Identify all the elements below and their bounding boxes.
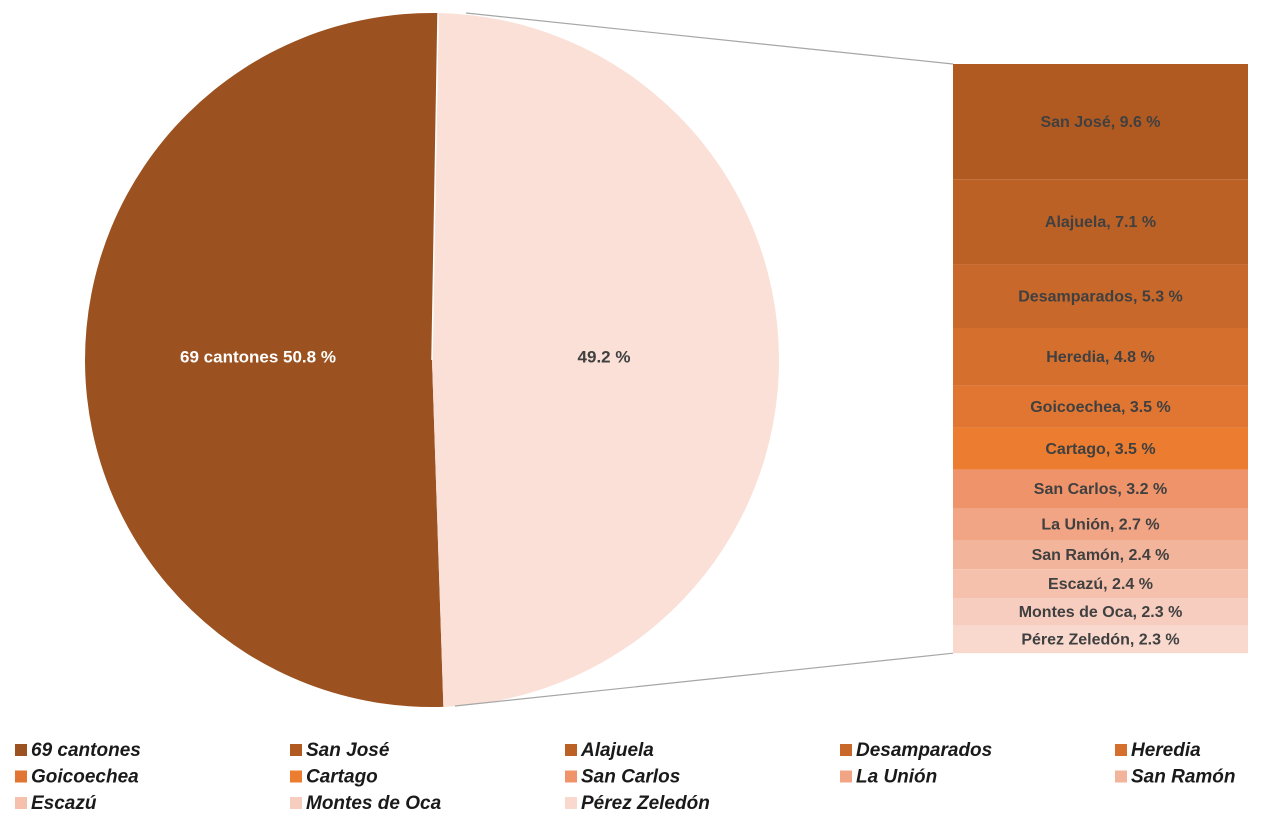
- slice-label: 49.2 %: [578, 347, 631, 366]
- bar-segment: [953, 598, 1248, 626]
- bar-label: Heredia, 4.8 %: [1046, 349, 1155, 366]
- legend-swatch: [290, 770, 302, 783]
- bar-label: San Ramón, 2.4 %: [1032, 547, 1170, 564]
- legend-label: San Ramón: [1131, 767, 1236, 788]
- legend-swatch: [15, 797, 27, 809]
- legend-swatch: [565, 744, 577, 756]
- legend-swatch: [840, 744, 852, 756]
- bar-label: San Carlos, 3.2 %: [1034, 481, 1167, 498]
- bar-segment: [953, 469, 1248, 508]
- bar-segment: [953, 264, 1248, 328]
- legend-label: Escazú: [31, 793, 97, 814]
- legend-swatch: [1115, 770, 1127, 783]
- bar-label: Goicoechea, 3.5 %: [1030, 399, 1171, 416]
- bar-segment: [953, 64, 1248, 180]
- legend-label: Desamparados: [856, 740, 992, 761]
- bar-segment: [953, 427, 1248, 470]
- legend-swatch: [290, 797, 302, 809]
- bar-segment: [953, 328, 1248, 386]
- bar-segment: [953, 569, 1248, 598]
- legend-label: Pérez Zeledón: [581, 793, 710, 814]
- pie-slice: [85, 13, 444, 708]
- legend-swatch: [565, 770, 577, 783]
- bar-label: Montes de Oca, 2.3 %: [1019, 604, 1183, 621]
- legend-swatch: [1115, 744, 1127, 756]
- bar-label: Alajuela, 7.1 %: [1045, 214, 1156, 231]
- slice-label: 69 cantones 50.8 %: [180, 347, 336, 366]
- legend-label: San Carlos: [581, 767, 680, 788]
- connector: [465, 12, 954, 65]
- legend-swatch: [15, 744, 27, 756]
- legend-label: Goicoechea: [31, 767, 139, 788]
- bar-label: Cartago, 3.5 %: [1045, 441, 1155, 458]
- pie-slice: [432, 13, 780, 707]
- bar-label: San José, 9.6 %: [1040, 114, 1160, 131]
- bar-segment: [953, 508, 1248, 541]
- legend-label: Cartago: [306, 767, 378, 788]
- legend-label: Montes de Oca: [306, 793, 442, 814]
- bar-label: Escazú, 2.4 %: [1048, 576, 1153, 593]
- legend-label: 69 cantones: [31, 740, 141, 761]
- bar-label: La Unión, 2.7 %: [1041, 516, 1159, 533]
- bar-segment: [953, 385, 1248, 428]
- legend-label: Alajuela: [580, 740, 654, 761]
- legend-swatch: [565, 797, 577, 809]
- legend-swatch: [15, 770, 27, 783]
- legend-label: San José: [306, 740, 390, 761]
- legend-label: La Unión: [856, 767, 937, 788]
- bar-label: Desamparados, 5.3 %: [1018, 288, 1183, 305]
- legend-swatch: [290, 744, 302, 756]
- bar-segment: [953, 179, 1248, 265]
- bar-label: Pérez Zeledón, 2.3 %: [1021, 632, 1179, 649]
- legend-swatch: [840, 770, 852, 783]
- connector: [454, 652, 954, 707]
- bar-segment: [953, 540, 1248, 570]
- bar-segment: [953, 625, 1248, 654]
- split-line: [431, 13, 439, 361]
- legend-label: Heredia: [1131, 740, 1201, 761]
